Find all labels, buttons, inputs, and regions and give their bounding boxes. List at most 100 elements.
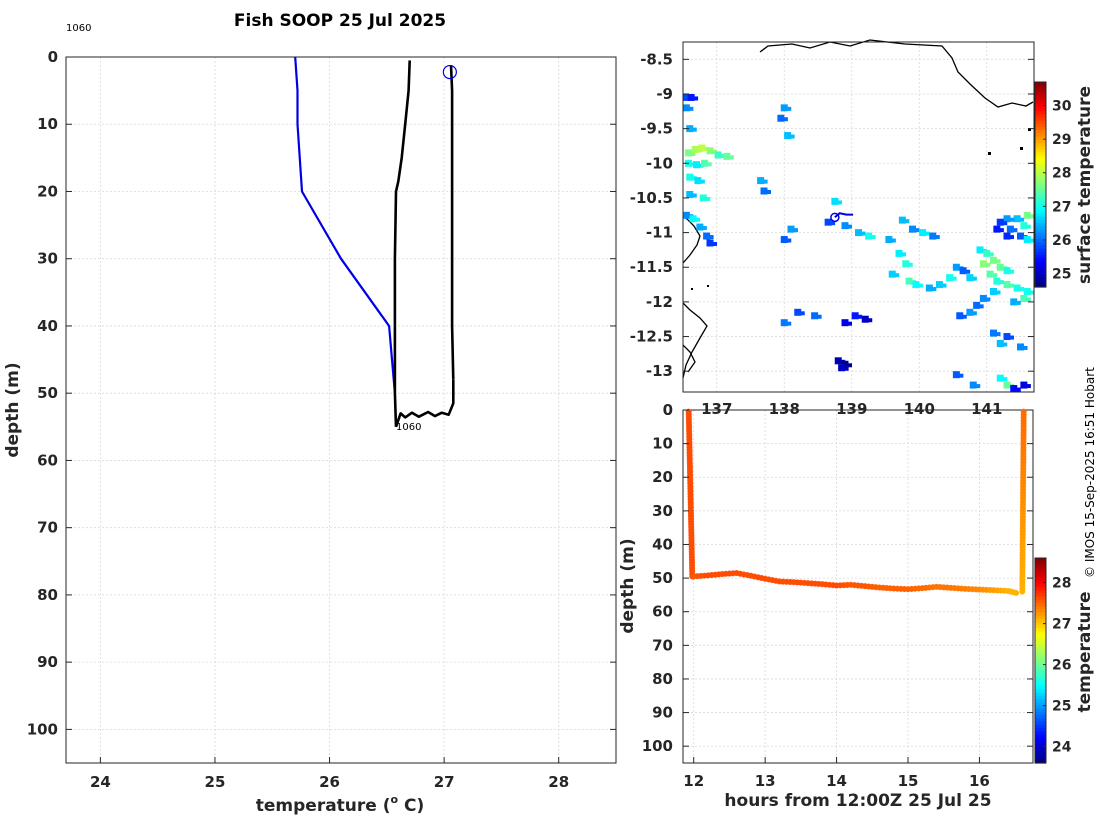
map-pixel (1013, 215, 1021, 223)
section-colorbar-label: temperature (1075, 591, 1095, 712)
map-pixel (895, 249, 903, 257)
profile-ylabel: depth (m) (3, 362, 23, 457)
map-pixel (729, 155, 734, 160)
map-colorbar-segment (1035, 280, 1046, 285)
map-pixel (790, 134, 795, 139)
map-pixel (865, 232, 873, 240)
map-pixel (858, 314, 863, 319)
map-pixel (851, 312, 859, 320)
map-pixel (784, 132, 792, 140)
section-ytick-label: 100 (642, 737, 673, 755)
credit-text: © IMOS 15-Sep-2025 16:51 Hobart (1083, 367, 1097, 578)
section-colorbar-tick-label: 26 (1052, 658, 1071, 674)
section-colorbar-segment (1035, 663, 1046, 668)
map-xtick-label: 141 (971, 400, 1002, 418)
map-colorbar-segment (1035, 168, 1046, 173)
section-xtick-label: 15 (898, 772, 919, 790)
map-pixel (996, 332, 1001, 337)
map-pixel (990, 288, 997, 296)
section-frame (682, 409, 1034, 764)
map-colorbar-segment (1035, 261, 1046, 266)
map-colorbar-segment (1035, 91, 1046, 96)
section-colorbar-segment (1035, 570, 1046, 575)
map-pixel (787, 321, 792, 326)
map-ytick-label: -10 (646, 154, 673, 172)
map-track (830, 212, 854, 223)
profile-ytick-label: 0 (48, 48, 58, 66)
map-coastline (682, 39, 1034, 379)
map-pixel (1010, 385, 1018, 393)
section-colorbar-segment (1035, 676, 1046, 681)
map-colorbar-tick-label: 25 (1052, 267, 1071, 283)
map-pixel (966, 269, 971, 274)
profile-line-upcast (449, 65, 455, 380)
map-pixel (925, 284, 933, 292)
section-colorbar-segment (1035, 602, 1046, 607)
section-colorbar-segment (1035, 622, 1046, 626)
section-colorbar-segment (1035, 612, 1046, 617)
section-ytick-label: 70 (652, 636, 673, 654)
map-pixel (694, 96, 699, 101)
map-pixel (962, 314, 967, 319)
map-colorbar-frame (1034, 81, 1047, 288)
map-pixel (794, 308, 802, 316)
map-pixel (912, 281, 920, 289)
section-colorbar-segment (1035, 756, 1046, 761)
section-colorbar-segment (1035, 641, 1046, 646)
section-colorbar-tick-label: 24 (1052, 740, 1072, 756)
profile-frame (65, 56, 617, 764)
map-pixel (831, 221, 836, 226)
map-pixel (841, 319, 849, 327)
map-pixel (966, 308, 974, 316)
map-pixel (935, 235, 940, 240)
section-ytick-label: 30 (652, 502, 673, 520)
map-pixel (986, 297, 991, 302)
map-pixel (929, 232, 937, 240)
profile-xtick-label: 24 (90, 773, 111, 791)
map-pixel (689, 215, 697, 223)
map-colorbar-segment (1035, 238, 1046, 243)
section-colorbar-segment (1035, 580, 1046, 585)
section-ytick-label: 10 (652, 435, 673, 453)
map-colorbar-segment (1035, 264, 1046, 269)
section-colorbar-segment (1035, 593, 1046, 598)
map-pixel (956, 312, 964, 320)
map-track-start (830, 212, 840, 223)
section-ytick-label: 60 (652, 603, 673, 621)
section-tick-labels: 12 13 14 15 16 0 10 20 30 40 50 60 70 80 90 100 (642, 401, 1033, 790)
map-pixel (885, 236, 893, 244)
map-pixel (983, 249, 991, 257)
figure-title: Fish SOOP 25 Jul 2025 (234, 11, 446, 31)
map-pixel (686, 190, 694, 198)
map-pixel (698, 144, 706, 152)
map-pixel (905, 219, 910, 224)
section-colorbar-segment (1035, 730, 1046, 735)
map-pixel (707, 162, 712, 167)
map-pixel (979, 304, 984, 309)
map-colorbar-segment (1035, 101, 1046, 106)
map-colorbar-segment (1035, 226, 1046, 230)
section-colorbar-segment (1035, 692, 1046, 697)
map-frame (682, 41, 1035, 393)
section-ytick-label: 50 (652, 569, 673, 587)
map-pixel (855, 229, 862, 237)
map-pixel (959, 267, 967, 275)
map-colorbar-segment (1035, 194, 1046, 198)
map-pixel (1003, 342, 1008, 347)
section-colorbar-segment (1035, 714, 1046, 719)
map-colorbar-segment (1035, 270, 1046, 275)
map-pixel (979, 260, 987, 268)
section-colorbar-segment (1035, 737, 1046, 742)
map-pixel (787, 238, 792, 243)
map-pixel (703, 232, 711, 240)
map-pixel (692, 127, 697, 132)
map-pixel (701, 159, 709, 167)
map-pixel (972, 276, 977, 281)
map-colorbar-tick-label: 30 (1052, 99, 1072, 115)
map-colorbar-segment (1035, 114, 1046, 118)
section-colorbar-segment (1035, 618, 1046, 623)
section-colorbar-segment (1035, 647, 1046, 652)
profile-ytick-label: 60 (37, 451, 58, 469)
map-pixel (699, 194, 707, 202)
map-colorbar-segment (1035, 130, 1046, 134)
